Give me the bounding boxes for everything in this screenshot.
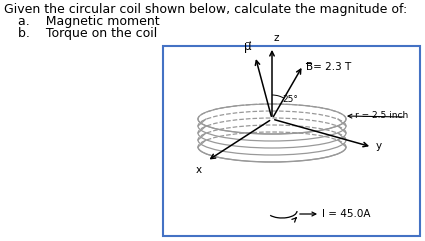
Text: I = 45.0A: I = 45.0A [322,209,371,219]
Text: μ⃗: μ⃗ [244,40,251,53]
Bar [163,46,420,236]
Text: b.    Torque on the coil: b. Torque on the coil [18,27,157,40]
Text: 25°: 25° [282,94,298,103]
Text: z: z [274,33,280,43]
Text: B= 2.3 T: B= 2.3 T [306,62,351,72]
Text: a.    Magnetic moment: a. Magnetic moment [18,15,160,28]
Text: r = 2.5 inch: r = 2.5 inch [355,112,408,120]
Text: Given the circular coil shown below, calculate the magnitude of:: Given the circular coil shown below, cal… [4,3,407,16]
Text: y: y [376,141,382,151]
Text: x: x [196,165,202,175]
